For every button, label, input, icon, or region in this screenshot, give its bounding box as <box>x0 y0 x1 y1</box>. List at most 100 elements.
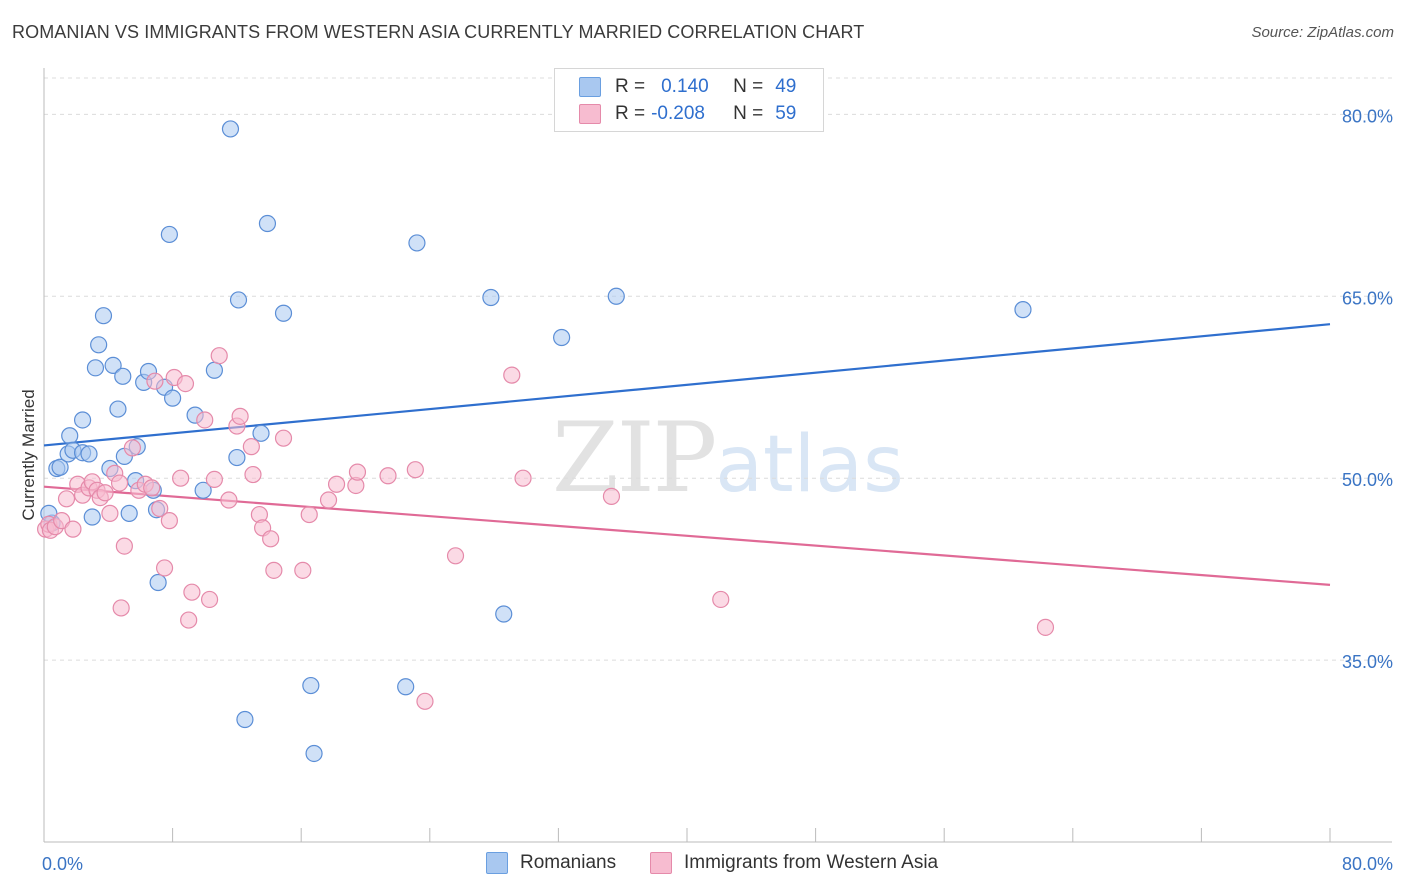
western-asia-point <box>319 491 338 509</box>
western-asia-point <box>242 438 260 456</box>
x-tick-label: 80.0% <box>1342 854 1393 874</box>
romanian-point <box>51 458 69 476</box>
western-asia-point <box>180 611 198 629</box>
western-asia-point <box>200 590 219 609</box>
romanian-point <box>221 120 240 138</box>
romanian-point <box>229 291 248 309</box>
legend-r-label: R = <box>615 76 646 97</box>
romanian-point <box>120 504 138 522</box>
romanian-point <box>90 336 108 354</box>
legend-row-romanians: R = 0.140 N = 49 <box>579 75 796 99</box>
western-asia-point <box>262 530 280 548</box>
western-asia-point <box>514 469 532 487</box>
romanian-point <box>83 508 101 526</box>
western-asia-point <box>416 692 434 710</box>
data-points <box>37 120 1055 763</box>
bottom-legend-romanians[interactable]: Romanians <box>486 852 616 874</box>
romanian-point <box>114 367 132 385</box>
western-asia-point <box>172 469 190 487</box>
western-asia-point <box>406 461 424 479</box>
romanian-point <box>397 678 415 696</box>
romanian-point <box>160 225 178 244</box>
western-asia-point <box>205 470 223 489</box>
western-asia-point <box>503 366 521 384</box>
romanian-point <box>104 356 122 375</box>
legend-n-label: N = <box>733 103 764 124</box>
romanian-point <box>495 605 513 623</box>
bottom-legend-swatch-blue <box>486 852 508 874</box>
bottom-legend-label: Immigrants from Western Asia <box>684 852 939 873</box>
western-asia-point <box>274 429 293 447</box>
western-asia-point <box>115 537 133 555</box>
western-asia-point <box>123 439 142 457</box>
romanian-point <box>164 389 182 407</box>
watermark-zip: ZIP <box>552 402 717 514</box>
western-asia-point <box>327 475 346 493</box>
legend-n-value: 59 <box>775 103 797 124</box>
western-asia-point <box>348 463 367 481</box>
gridlines <box>44 77 1392 661</box>
western-asia-point <box>712 590 730 609</box>
romanian-point <box>80 445 98 463</box>
watermark-atlas: atlas <box>715 420 904 510</box>
romanian-point <box>302 676 320 695</box>
western-asia-point <box>265 561 283 579</box>
axis-labels: 35.0% 50.0% 65.0% 80.0% 0.0% 80.0% Currently M… <box>19 106 1393 874</box>
romanian-point <box>61 427 79 445</box>
romanian-point <box>408 234 426 252</box>
romanian-point <box>109 400 127 418</box>
romanian-point <box>73 411 92 429</box>
western-asia-point <box>96 484 114 502</box>
y-tick-label: 35.0% <box>1342 652 1393 672</box>
legend-row-western-asia: R = -0.208 N = 59 <box>579 102 796 126</box>
y-tick-label: 80.0% <box>1342 106 1393 126</box>
western-asia-point <box>143 479 161 497</box>
legend-r-value: -0.208 <box>651 103 705 124</box>
bottom-legend-western-asia[interactable]: Immigrants from Western Asia <box>650 852 938 874</box>
legend-n-value: 49 <box>775 76 797 97</box>
romanian-point <box>149 573 167 592</box>
romanian-point <box>274 304 293 322</box>
bottom-legend-label: Romanians <box>520 852 617 873</box>
y-tick-label: 50.0% <box>1342 470 1393 490</box>
western-asia-point <box>176 375 195 393</box>
western-asia-point <box>112 599 130 617</box>
watermark: ZIPatlas <box>552 402 904 514</box>
chart-title: ROMANIAN VS IMMIGRANTS FROM WESTERN ASIA… <box>12 22 865 42</box>
legend-swatch-pink <box>579 104 601 124</box>
western-asia-point <box>160 512 178 530</box>
romanian-point <box>1014 301 1032 319</box>
western-asia-point <box>183 583 201 601</box>
western-asia-point <box>110 474 129 492</box>
western-asia-point <box>231 407 249 425</box>
western-asia-point <box>294 561 312 579</box>
western-asia-point <box>210 347 228 365</box>
romanian-point <box>553 328 571 347</box>
western-asia-point <box>57 490 76 508</box>
y-tick-label: 65.0% <box>1342 288 1393 308</box>
western-asia-point <box>602 487 621 505</box>
western-asia-point <box>1036 618 1055 636</box>
western-asia-point <box>379 467 397 485</box>
romanian-point <box>607 287 625 305</box>
romanian-point <box>205 361 223 379</box>
romanian-point <box>305 744 323 763</box>
western-asia-point <box>446 547 465 565</box>
western-asia-point <box>220 491 238 509</box>
romanian-point <box>86 359 105 377</box>
western-asia-point <box>64 520 82 538</box>
western-asia-point <box>300 505 318 524</box>
western-asia-point <box>146 372 164 390</box>
western-asia-point <box>155 559 174 577</box>
source-label: Source: ZipAtlas.com <box>1251 24 1394 41</box>
axes <box>43 68 1392 843</box>
romanian-point <box>482 288 500 307</box>
romanian-point <box>258 214 277 233</box>
legend-r-label: R = <box>615 103 646 124</box>
western-asia-point <box>101 504 119 522</box>
romanian-point <box>236 710 254 729</box>
bottom-legend-swatch-pink <box>650 852 672 874</box>
western-asia-point <box>151 499 169 518</box>
western-asia-point <box>244 465 262 484</box>
